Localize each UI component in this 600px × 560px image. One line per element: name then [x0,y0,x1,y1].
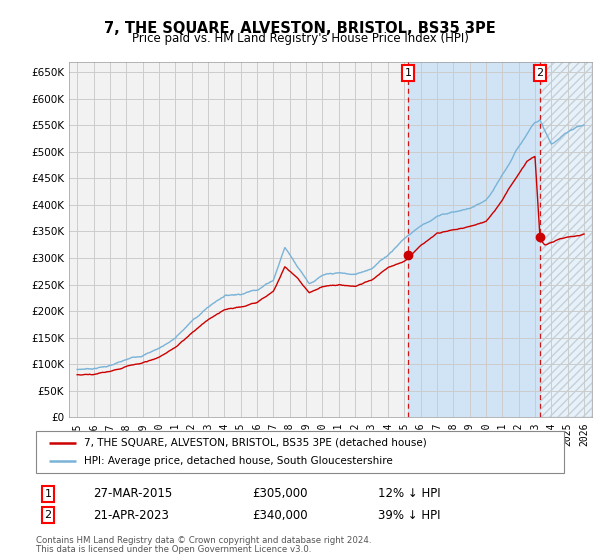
Text: £340,000: £340,000 [252,508,308,522]
Text: 21-APR-2023: 21-APR-2023 [93,508,169,522]
Text: £305,000: £305,000 [252,487,308,501]
Text: 1: 1 [44,489,52,499]
Text: Contains HM Land Registry data © Crown copyright and database right 2024.: Contains HM Land Registry data © Crown c… [36,536,371,545]
Text: 7, THE SQUARE, ALVESTON, BRISTOL, BS35 3PE (detached house): 7, THE SQUARE, ALVESTON, BRISTOL, BS35 3… [83,438,426,448]
Bar [408,62,540,417]
Text: Price paid vs. HM Land Registry's House Price Index (HPI): Price paid vs. HM Land Registry's House … [131,32,469,45]
FancyBboxPatch shape [36,431,564,473]
Text: 2: 2 [44,510,52,520]
Text: This data is licensed under the Open Government Licence v3.0.: This data is licensed under the Open Gov… [36,545,311,554]
Text: 12% ↓ HPI: 12% ↓ HPI [378,487,440,501]
Bar [408,62,592,417]
Text: 7, THE SQUARE, ALVESTON, BRISTOL, BS35 3PE: 7, THE SQUARE, ALVESTON, BRISTOL, BS35 3… [104,21,496,36]
Text: 39% ↓ HPI: 39% ↓ HPI [378,508,440,522]
Bar [540,62,592,417]
Text: 2: 2 [536,68,544,78]
Text: HPI: Average price, detached house, South Gloucestershire: HPI: Average price, detached house, Sout… [83,456,392,466]
Text: 27-MAR-2015: 27-MAR-2015 [93,487,172,501]
Text: 1: 1 [404,68,412,78]
